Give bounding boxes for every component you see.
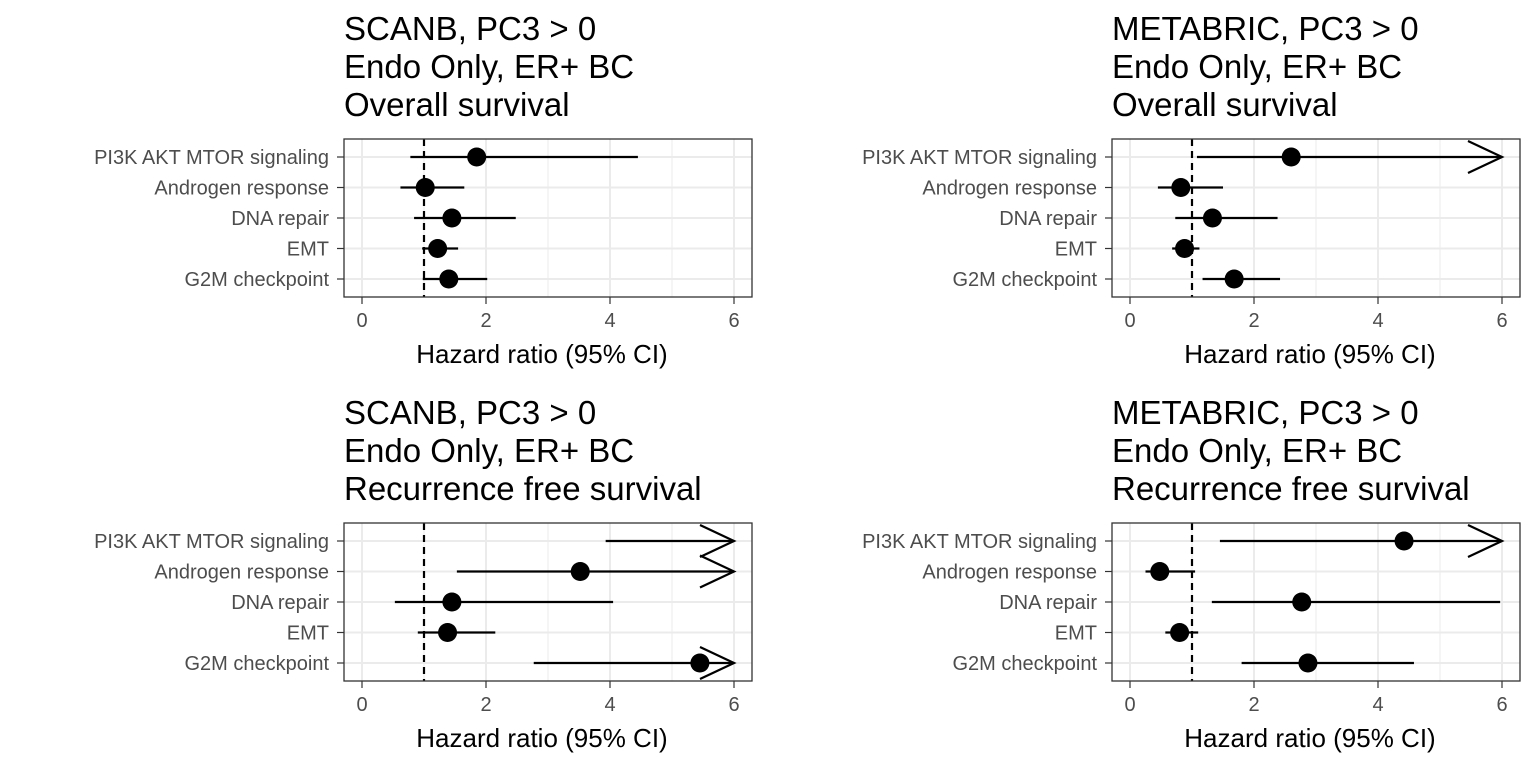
hazard-ratio-point	[690, 653, 710, 673]
panel-title-line: Overall survival	[1112, 86, 1338, 123]
ci-truncation-arrow	[699, 554, 737, 589]
category-label: EMT	[1055, 239, 1097, 261]
hazard-ratio-point	[1394, 531, 1414, 551]
panel-title-line: METABRIC, PC3 > 0	[1112, 394, 1419, 431]
hazard-ratio-point	[1170, 623, 1190, 642]
x-tick-label: 6	[1496, 310, 1507, 332]
panel-title-line: Endo Only, ER+ BC	[1112, 48, 1402, 85]
hazard-ratio-point	[442, 208, 462, 228]
x-tick-label: 4	[604, 694, 615, 716]
panel-border	[343, 138, 753, 298]
x-tick-label: 6	[728, 310, 739, 332]
panel-border	[1111, 138, 1521, 298]
category-label: Androgen response	[922, 562, 1097, 584]
x-tick-label: 4	[604, 310, 615, 332]
category-label: G2M checkpoint	[184, 269, 329, 291]
x-axis-label: Hazard ratio (95% CI)	[416, 723, 667, 753]
category-label: DNA repair	[231, 208, 329, 230]
ci-truncation-arrow	[699, 524, 737, 558]
category-label: G2M checkpoint	[952, 653, 1097, 675]
hazard-ratio-point	[1150, 562, 1170, 581]
x-tick-label: 2	[1248, 310, 1259, 332]
panel-title-line: Overall survival	[344, 86, 570, 123]
hazard-ratio-point	[467, 147, 487, 167]
hazard-ratio-point	[1292, 592, 1312, 612]
category-label: PI3K AKT MTOR signaling	[862, 531, 1097, 553]
panel-title-line: SCANB, PC3 > 0	[344, 10, 596, 47]
x-tick-label: 2	[480, 310, 491, 332]
category-label: Androgen response	[154, 562, 329, 584]
category-label: G2M checkpoint	[952, 269, 1097, 291]
category-label: G2M checkpoint	[184, 653, 329, 675]
x-tick-label: 0	[356, 310, 367, 332]
panel-border	[1111, 522, 1521, 682]
x-tick-label: 2	[480, 694, 491, 716]
ci-truncation-arrow	[1467, 140, 1505, 174]
hazard-ratio-point	[1202, 208, 1222, 228]
panel-title-line: SCANB, PC3 > 0	[344, 394, 596, 431]
panel-title-line: Endo Only, ER+ BC	[344, 432, 634, 469]
category-label: PI3K AKT MTOR signaling	[94, 147, 329, 169]
x-axis-label: Hazard ratio (95% CI)	[1184, 339, 1435, 369]
hazard-ratio-point	[428, 239, 448, 258]
ci-truncation-arrow	[1467, 524, 1505, 558]
hazard-ratio-point	[442, 592, 462, 612]
category-label: EMT	[1055, 623, 1097, 645]
hazard-ratio-point	[1281, 147, 1301, 167]
x-axis-label: Hazard ratio (95% CI)	[416, 339, 667, 369]
category-label: DNA repair	[999, 592, 1097, 614]
category-label: Androgen response	[154, 178, 329, 200]
ci-truncation-arrow	[699, 646, 737, 680]
panel-title-line: Recurrence free survival	[1112, 470, 1470, 507]
category-label: PI3K AKT MTOR signaling	[862, 147, 1097, 169]
hazard-ratio-point	[1224, 269, 1244, 289]
category-label: DNA repair	[231, 592, 329, 614]
category-label: EMT	[287, 623, 329, 645]
x-tick-label: 6	[1496, 694, 1507, 716]
panel-title-line: METABRIC, PC3 > 0	[1112, 10, 1419, 47]
hazard-ratio-point	[1175, 239, 1195, 258]
hazard-ratio-point	[439, 269, 459, 289]
panel-title-line: Recurrence free survival	[344, 470, 702, 507]
x-tick-label: 0	[1124, 310, 1135, 332]
x-tick-label: 6	[728, 694, 739, 716]
hazard-ratio-point	[570, 562, 590, 581]
panel-border	[343, 522, 753, 682]
x-tick-label: 4	[1372, 694, 1383, 716]
category-label: DNA repair	[999, 208, 1097, 230]
x-tick-label: 0	[1124, 694, 1135, 716]
category-label: Androgen response	[922, 178, 1097, 200]
hazard-ratio-point	[1171, 178, 1191, 197]
category-label: PI3K AKT MTOR signaling	[94, 531, 329, 553]
hazard-ratio-point	[415, 178, 435, 197]
panel-title-line: Endo Only, ER+ BC	[1112, 432, 1402, 469]
category-label: EMT	[287, 239, 329, 261]
hazard-ratio-point	[438, 623, 458, 642]
hazard-ratio-point	[1298, 653, 1318, 673]
x-tick-label: 0	[356, 694, 367, 716]
x-tick-label: 4	[1372, 310, 1383, 332]
x-axis-label: Hazard ratio (95% CI)	[1184, 723, 1435, 753]
x-tick-label: 2	[1248, 694, 1259, 716]
panel-title-line: Endo Only, ER+ BC	[344, 48, 634, 85]
